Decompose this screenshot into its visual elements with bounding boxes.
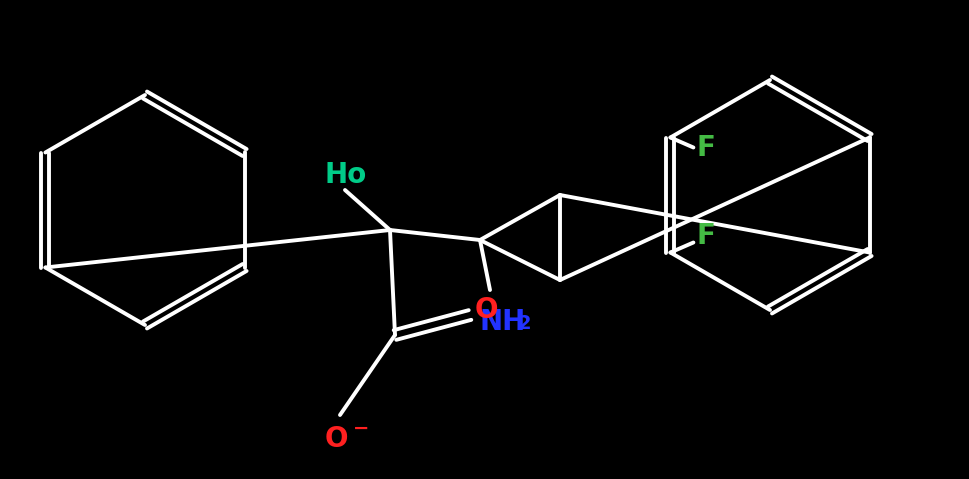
Text: F: F xyxy=(696,134,714,161)
Text: NH: NH xyxy=(480,308,526,336)
Text: O: O xyxy=(325,425,348,453)
Text: Ho: Ho xyxy=(325,161,367,189)
Text: −: − xyxy=(353,419,369,438)
Text: 2: 2 xyxy=(517,314,531,333)
Text: O: O xyxy=(475,296,498,324)
Text: F: F xyxy=(696,221,714,250)
